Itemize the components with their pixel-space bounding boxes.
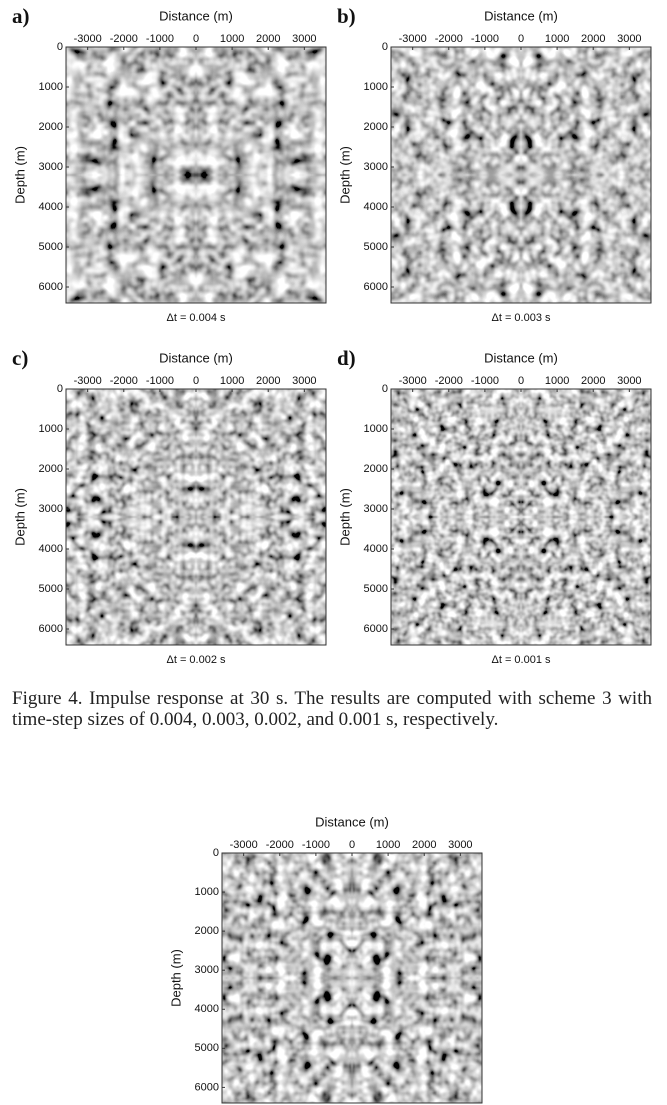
x-tick-label: 3000 [448, 839, 472, 851]
y-tick-label: 2000 [364, 463, 388, 475]
x-axis-title: Distance (m) [315, 814, 389, 829]
x-axis-title: Distance (m) [159, 350, 233, 365]
x-axis-title: Distance (m) [484, 350, 558, 365]
y-tick-label: 5000 [364, 241, 388, 253]
time-step-label: Δt = 0.004 s [166, 312, 226, 324]
y-tick-label: 1000 [39, 423, 63, 435]
x-tick-label: 1000 [545, 33, 569, 45]
y-tick-label: 4000 [364, 543, 388, 555]
image-panel [391, 389, 651, 645]
x-tick-label: 2000 [256, 33, 280, 45]
y-tick-label: 1000 [364, 423, 388, 435]
x-tick-label: 3000 [292, 375, 316, 387]
y-tick-label: 6000 [364, 281, 388, 293]
x-tick-label: 2000 [581, 375, 605, 387]
caption: Figure 4. Impulse response at 30 s. The … [12, 688, 652, 730]
image-panel [222, 853, 482, 1103]
x-tick-label: 0 [193, 375, 199, 387]
x-tick-label: -3000 [399, 375, 427, 387]
x-tick-label: 3000 [617, 33, 641, 45]
y-tick-label: 0 [57, 41, 63, 53]
y-tick-label: 4000 [39, 543, 63, 555]
y-tick-label: 4000 [364, 201, 388, 213]
x-tick-label: 0 [349, 839, 355, 851]
y-tick-label: 5000 [39, 583, 63, 595]
x-tick-label: 0 [518, 33, 524, 45]
y-axis-title: Depth (m) [337, 146, 352, 204]
x-tick-label: -2000 [435, 375, 463, 387]
x-tick-label: 0 [193, 33, 199, 45]
y-tick-label: 5000 [39, 241, 63, 253]
y-tick-label: 1000 [364, 81, 388, 93]
y-tick-label: 0 [382, 383, 388, 395]
panel-label: d) [337, 346, 356, 370]
x-tick-label: -3000 [230, 839, 258, 851]
y-tick-label: 3000 [39, 161, 63, 173]
x-tick-label: 2000 [412, 839, 436, 851]
x-tick-label: -3000 [74, 33, 102, 45]
x-tick-label: 3000 [617, 375, 641, 387]
y-tick-label: 0 [57, 383, 63, 395]
y-axis-title: Depth (m) [168, 949, 183, 1007]
time-step-label: Δt = 0.001 s [491, 654, 551, 666]
x-tick-label: 1000 [545, 375, 569, 387]
image-panel [66, 47, 326, 303]
time-step-label: Δt = 0.002 s [166, 654, 226, 666]
image-panel [391, 47, 651, 303]
panel-label: a) [12, 4, 30, 28]
x-tick-label: 0 [518, 375, 524, 387]
y-tick-label: 0 [382, 41, 388, 53]
x-tick-label: 1000 [220, 375, 244, 387]
x-tick-label: -1000 [146, 33, 174, 45]
y-axis-title: Depth (m) [12, 146, 27, 204]
y-tick-label: 1000 [195, 886, 219, 898]
panel-label: c) [12, 346, 28, 370]
y-tick-label: 5000 [195, 1042, 219, 1054]
y-tick-label: 6000 [39, 623, 63, 635]
x-tick-label: -2000 [435, 33, 463, 45]
x-axis-title: Distance (m) [484, 8, 558, 23]
y-tick-label: 4000 [39, 201, 63, 213]
y-tick-label: 2000 [364, 121, 388, 133]
y-tick-label: 2000 [39, 121, 63, 133]
y-tick-label: 0 [213, 847, 219, 859]
image-panel [66, 389, 326, 645]
x-tick-label: -2000 [110, 33, 138, 45]
y-tick-label: 4000 [195, 1003, 219, 1015]
panel-label: b) [337, 4, 356, 28]
x-axis-title: Distance (m) [159, 8, 233, 23]
x-tick-label: 2000 [256, 375, 280, 387]
x-tick-label: 1000 [220, 33, 244, 45]
y-tick-label: 6000 [195, 1081, 219, 1093]
x-tick-label: 1000 [376, 839, 400, 851]
x-tick-label: -1000 [471, 375, 499, 387]
y-tick-label: 2000 [39, 463, 63, 475]
y-tick-label: 2000 [195, 925, 219, 937]
time-step-label: Δt = 0.003 s [491, 312, 551, 324]
y-axis-title: Depth (m) [12, 488, 27, 546]
y-tick-label: 5000 [364, 583, 388, 595]
y-axis-title: Depth (m) [337, 488, 352, 546]
x-tick-label: -2000 [110, 375, 138, 387]
x-tick-label: 2000 [581, 33, 605, 45]
y-tick-label: 6000 [39, 281, 63, 293]
x-tick-label: -1000 [302, 839, 330, 851]
x-tick-label: -1000 [471, 33, 499, 45]
x-tick-label: -2000 [266, 839, 294, 851]
y-tick-label: 6000 [364, 623, 388, 635]
x-tick-label: -3000 [399, 33, 427, 45]
y-tick-label: 3000 [195, 964, 219, 976]
y-tick-label: 3000 [364, 161, 388, 173]
y-tick-label: 1000 [39, 81, 63, 93]
y-tick-label: 3000 [364, 503, 388, 515]
x-tick-label: -1000 [146, 375, 174, 387]
x-tick-label: -3000 [74, 375, 102, 387]
x-tick-label: 3000 [292, 33, 316, 45]
y-tick-label: 3000 [39, 503, 63, 515]
